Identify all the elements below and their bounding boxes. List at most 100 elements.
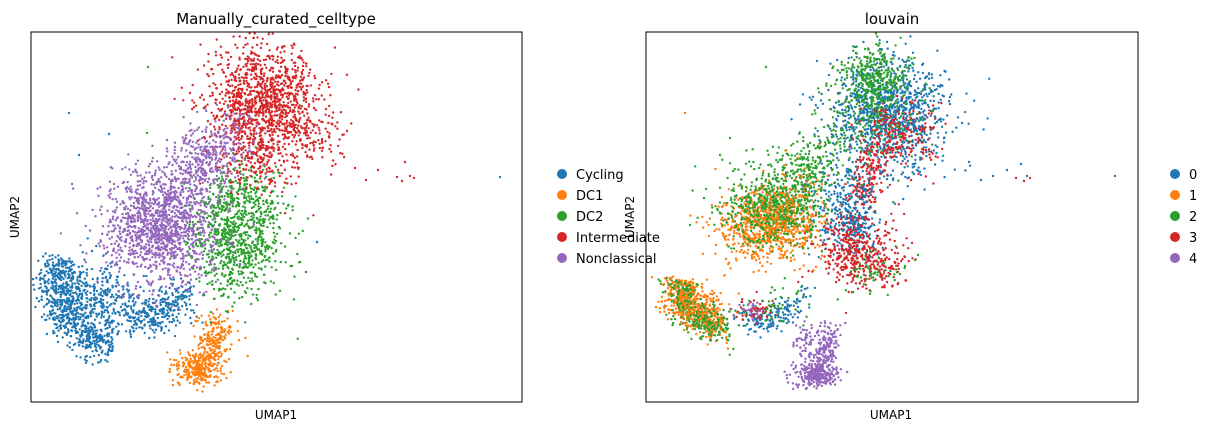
scatter-point: [279, 51, 282, 54]
scatter-point: [244, 76, 248, 79]
scatter-point: [220, 238, 223, 241]
scatter-point: [237, 159, 241, 163]
scatter-point: [297, 134, 300, 137]
scatter-point: [69, 304, 73, 308]
scatter-point: [193, 372, 196, 375]
scatter-point: [248, 264, 251, 267]
scatter-point: [213, 375, 216, 379]
scatter-point: [253, 96, 257, 100]
scatter-point: [62, 319, 66, 322]
scatter-point: [77, 153, 81, 157]
scatter-point: [108, 180, 112, 183]
scatter-point: [93, 326, 96, 329]
scatter-point: [89, 299, 93, 302]
scatter-point: [221, 123, 224, 127]
left-scatter-points: [31, 32, 502, 393]
scatter-point: [71, 284, 74, 287]
scatter-point: [251, 240, 255, 243]
scatter-point: [172, 262, 175, 265]
scatter-point: [276, 59, 279, 62]
scatter-point: [35, 297, 38, 300]
scatter-point: [211, 330, 214, 333]
scatter-point: [237, 102, 241, 106]
scatter-point: [256, 36, 259, 39]
scatter-point: [160, 285, 163, 288]
scatter-point: [66, 266, 69, 269]
scatter-point: [216, 201, 219, 204]
scatter-point: [213, 128, 217, 131]
scatter-point: [203, 204, 207, 207]
scatter-point: [324, 107, 328, 111]
scatter-point: [194, 242, 198, 245]
scatter-point: [208, 249, 211, 252]
scatter-point: [117, 236, 120, 239]
scatter-point: [252, 216, 255, 219]
scatter-point: [59, 269, 62, 273]
scatter-point: [212, 114, 215, 118]
scatter-point: [242, 76, 245, 80]
scatter-point: [276, 195, 279, 198]
scatter-point: [209, 364, 213, 367]
scatter-point: [261, 185, 264, 188]
scatter-point: [69, 269, 72, 273]
scatter-point: [218, 92, 222, 96]
scatter-point: [252, 266, 255, 269]
scatter-point: [233, 197, 236, 200]
scatter-point: [282, 186, 286, 189]
scatter-point: [84, 345, 87, 349]
scatter-point: [312, 143, 315, 147]
scatter-point: [171, 292, 174, 295]
scatter-point: [147, 303, 151, 306]
scatter-point: [237, 150, 241, 153]
scatter-point: [236, 200, 240, 204]
scatter-point: [233, 261, 236, 264]
scatter-point: [66, 315, 69, 319]
scatter-point: [129, 335, 133, 339]
scatter-point: [204, 105, 207, 108]
scatter-point: [128, 168, 131, 171]
scatter-point: [186, 241, 189, 244]
scatter-point: [92, 289, 96, 293]
scatter-point: [191, 83, 194, 87]
scatter-point: [317, 138, 320, 142]
scatter-point: [221, 208, 224, 211]
scatter-point: [257, 287, 260, 291]
scatter-point: [94, 215, 97, 218]
scatter-point: [263, 254, 267, 258]
scatter-point: [252, 205, 255, 209]
scatter-point: [129, 320, 133, 323]
scatter-point: [146, 65, 150, 69]
scatter-point: [220, 115, 223, 119]
scatter-point: [277, 146, 280, 150]
scatter-point: [219, 313, 222, 316]
scatter-point: [128, 242, 131, 245]
scatter-point: [158, 321, 162, 324]
scatter-point: [294, 88, 297, 92]
scatter-point: [222, 248, 226, 252]
scatter-point: [206, 180, 210, 184]
scatter-point: [236, 320, 239, 323]
scatter-point: [231, 205, 234, 208]
scatter-point: [261, 80, 264, 84]
scatter-point: [259, 63, 262, 67]
scatter-point: [100, 351, 104, 354]
scatter-point: [147, 226, 150, 229]
scatter-point: [89, 314, 93, 318]
scatter-point: [267, 218, 271, 221]
scatter-point: [262, 144, 265, 147]
scatter-point: [263, 63, 267, 66]
scatter-point: [183, 362, 186, 366]
scatter-point: [106, 326, 109, 330]
scatter-point: [209, 215, 212, 218]
scatter-point: [240, 253, 243, 256]
scatter-point: [237, 270, 240, 273]
scatter-point: [108, 290, 111, 294]
scatter-point: [268, 146, 272, 149]
scatter-point: [135, 323, 138, 327]
scatter-point: [261, 158, 264, 161]
scatter-point: [112, 327, 115, 330]
scatter-point: [168, 213, 171, 217]
scatter-point: [240, 237, 243, 241]
scatter-point: [219, 369, 222, 373]
